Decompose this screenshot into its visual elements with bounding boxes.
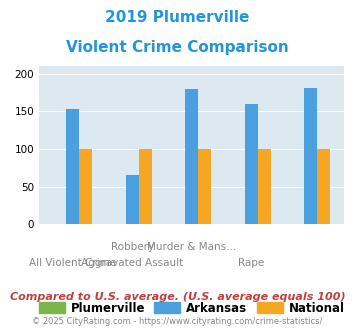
Text: Robbery: Robbery [110, 243, 154, 252]
Text: © 2025 CityRating.com - https://www.cityrating.com/crime-statistics/: © 2025 CityRating.com - https://www.city… [32, 317, 323, 326]
Text: Rape: Rape [238, 258, 264, 268]
Bar [79, 149, 92, 224]
Bar [304, 88, 317, 224]
Bar [245, 104, 258, 224]
Bar [198, 149, 211, 224]
Text: Violent Crime Comparison: Violent Crime Comparison [66, 40, 289, 54]
Bar [317, 149, 331, 224]
Text: Aggravated Assault: Aggravated Assault [81, 258, 183, 268]
Text: All Violent Crime: All Violent Crime [29, 258, 116, 268]
Legend: Plumerville, Arkansas, National: Plumerville, Arkansas, National [34, 297, 349, 319]
Bar [66, 109, 79, 224]
Bar [185, 89, 198, 224]
Bar [139, 149, 152, 224]
Bar [126, 175, 139, 224]
Text: Murder & Mans...: Murder & Mans... [147, 243, 236, 252]
Text: 2019 Plumerville: 2019 Plumerville [105, 10, 250, 25]
Text: Compared to U.S. average. (U.S. average equals 100): Compared to U.S. average. (U.S. average … [10, 292, 345, 302]
Bar [258, 149, 271, 224]
